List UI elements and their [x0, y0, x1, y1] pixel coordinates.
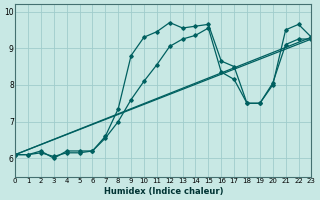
X-axis label: Humidex (Indice chaleur): Humidex (Indice chaleur) [104, 187, 223, 196]
